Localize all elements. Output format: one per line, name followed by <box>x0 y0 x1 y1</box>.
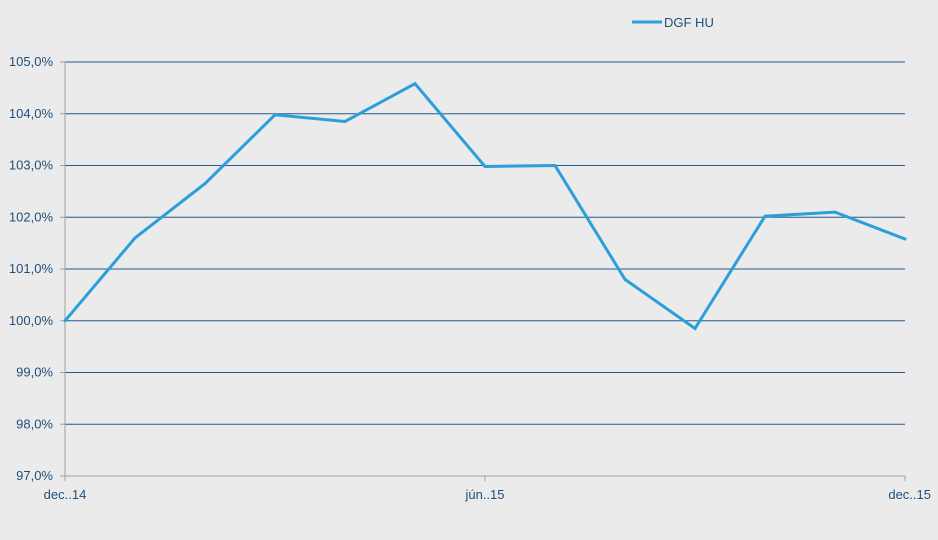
data-point <box>763 214 767 218</box>
data-point <box>553 164 557 167</box>
series-line <box>63 81 906 331</box>
x-tick-label: dec..15 <box>888 487 931 502</box>
x-tick-label: jún..15 <box>464 487 504 502</box>
y-axis-tick-labels: 97,0% 98,0% 99,0% 100,0% 101,0% 102,0% 103,0% 1… <box>9 54 54 483</box>
data-point <box>483 165 487 169</box>
y-tick-label: 104,0% <box>9 106 54 121</box>
y-tick-label: 102,0% <box>9 209 54 224</box>
data-point <box>693 327 697 331</box>
data-point <box>343 120 347 124</box>
data-point <box>203 182 207 186</box>
y-tick-label: 101,0% <box>9 261 54 276</box>
legend-label: DGF HU <box>664 15 714 30</box>
data-point <box>273 113 277 117</box>
series <box>63 81 907 331</box>
x-tick-label: dec..14 <box>44 487 87 502</box>
grid-lines <box>65 61 905 425</box>
y-tick-label: 99,0% <box>16 365 53 380</box>
data-point <box>133 236 137 240</box>
data-point <box>413 82 417 86</box>
x-axis-tick-labels: dec..14 jún..15 dec..15 <box>44 487 931 502</box>
y-tick-label: 97,0% <box>16 468 53 483</box>
y-tick-label: 98,0% <box>16 416 53 431</box>
data-point <box>903 237 907 241</box>
data-point <box>623 277 627 281</box>
y-tick-label: 103,0% <box>9 158 54 173</box>
y-tick-label: 100,0% <box>9 313 54 328</box>
data-point <box>833 210 837 214</box>
axes <box>60 61 906 481</box>
y-tick-label: 105,0% <box>9 54 54 69</box>
legend: DGF HU <box>632 15 714 30</box>
data-point <box>63 319 67 323</box>
